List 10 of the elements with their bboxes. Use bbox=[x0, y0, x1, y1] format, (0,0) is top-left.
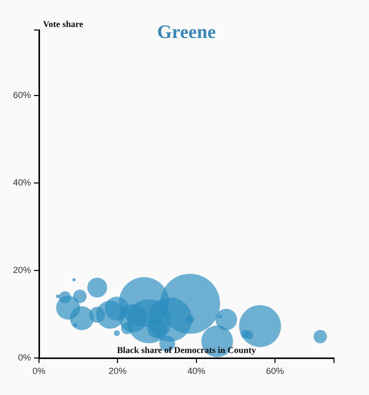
y-axis-title: Vote share bbox=[43, 19, 84, 29]
chart-title: Greene bbox=[157, 22, 216, 43]
y-tick-label: 0% bbox=[18, 352, 31, 362]
x-tick-label: 0% bbox=[32, 366, 46, 376]
x-tick-label: 20% bbox=[108, 366, 127, 376]
y-tick-label: 40% bbox=[12, 178, 31, 188]
x-tick-label: 40% bbox=[187, 366, 206, 376]
x-tick-label: 60% bbox=[266, 366, 284, 376]
y-tick-label: 20% bbox=[12, 265, 31, 276]
y-tick-label: 60% bbox=[12, 90, 31, 100]
